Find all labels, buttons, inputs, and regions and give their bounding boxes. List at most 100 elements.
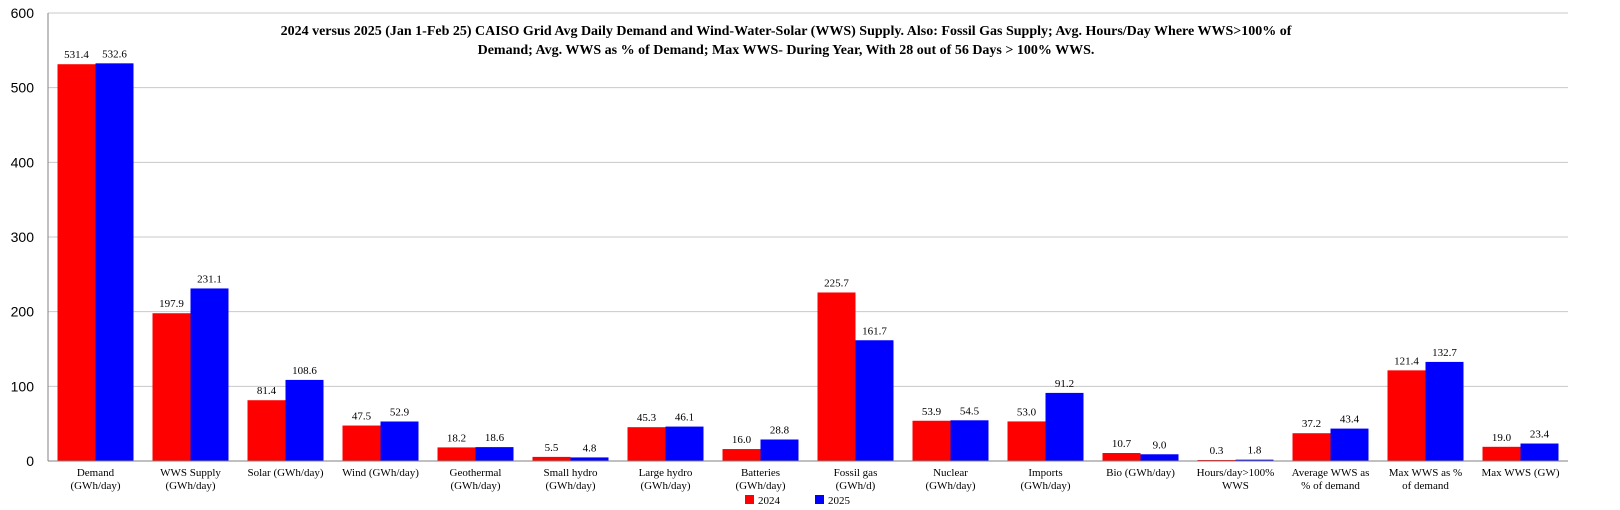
y-tick-label: 300 xyxy=(11,229,35,245)
legend: 2024 2025 xyxy=(745,495,851,507)
x-tick-label: WWS Supply xyxy=(160,467,221,479)
data-label: 28.8 xyxy=(770,424,790,436)
data-label: 10.7 xyxy=(1112,438,1132,450)
gridlines xyxy=(48,12,1568,387)
bar-2024 xyxy=(627,427,666,461)
data-label: 121.4 xyxy=(1394,355,1419,367)
legend-label: 2024 xyxy=(758,495,781,507)
bar-2025 xyxy=(1045,392,1084,461)
x-tick-label: Nuclear xyxy=(933,467,968,479)
x-tick-label: Geothermal xyxy=(450,467,502,479)
x-tick-label: Bio (GWh/day) xyxy=(1106,467,1175,479)
bar-2024 xyxy=(912,420,951,461)
bar-2024 xyxy=(817,292,856,461)
x-tick-label: Large hydro xyxy=(639,467,693,479)
x-tick-label: Average WWS as xyxy=(1292,467,1370,479)
x-tick-label: (GWh/day) xyxy=(545,480,595,492)
bar-2024 xyxy=(532,456,571,461)
y-tick-label: 500 xyxy=(11,80,35,96)
data-label: 47.5 xyxy=(352,411,372,423)
data-label: 18.6 xyxy=(485,432,505,444)
y-tick-label: 600 xyxy=(11,5,35,21)
bar-2025 xyxy=(475,447,514,461)
data-label: 53.0 xyxy=(1017,406,1037,418)
data-label: 0.3 xyxy=(1210,445,1224,457)
x-tick-label: of demand xyxy=(1402,480,1449,492)
y-tick-label: 400 xyxy=(11,154,35,170)
y-tick-label: 100 xyxy=(11,378,35,394)
data-label: 9.0 xyxy=(1153,439,1167,451)
data-label: 531.4 xyxy=(64,49,89,61)
data-label: 52.9 xyxy=(390,407,410,419)
data-label: 53.9 xyxy=(922,406,942,418)
bar-2025 xyxy=(1520,443,1559,461)
bar-2024 xyxy=(1387,370,1426,461)
bar-2024 xyxy=(57,64,96,461)
data-label: 45.3 xyxy=(637,412,657,424)
bar-2024 xyxy=(247,400,286,461)
data-label: 19.0 xyxy=(1492,432,1512,444)
data-label: 532.6 xyxy=(102,48,127,60)
x-tick-label: Wind (GWh/day) xyxy=(342,467,419,479)
data-label: 16.0 xyxy=(732,434,752,446)
x-tick-label: (GWh/d) xyxy=(836,480,876,492)
x-tick-label: (GWh/day) xyxy=(450,480,500,492)
y-tick-label: 200 xyxy=(11,304,35,320)
x-tick-label: (GWh/day) xyxy=(640,480,690,492)
data-label: 46.1 xyxy=(675,412,694,424)
data-label: 91.2 xyxy=(1055,378,1074,390)
data-label: 132.7 xyxy=(1432,347,1457,359)
chart-title-line: Demand; Avg. WWS as % of Demand; Max WWS… xyxy=(478,43,1095,58)
data-label: 161.7 xyxy=(862,325,887,337)
x-tick-label: Imports xyxy=(1028,467,1062,479)
x-tick-label: Demand xyxy=(77,467,115,479)
data-label: 1.8 xyxy=(1248,445,1262,457)
x-tick-label: % of demand xyxy=(1301,480,1360,492)
data-labels: 531.4 532.6 197.9 231.1 81.4 108.6 47.5 52.9 18.… xyxy=(64,48,1550,457)
bar-2025 xyxy=(95,63,134,462)
bar-2024 xyxy=(437,447,476,461)
bar-2025 xyxy=(190,288,229,461)
bars xyxy=(57,63,1559,462)
chart-title-line: 2024 versus 2025 (Jan 1-Feb 25) CAISO Gr… xyxy=(281,24,1292,39)
x-tick-label: Fossil gas xyxy=(834,467,878,479)
bar-2025 xyxy=(380,421,419,461)
data-label: 225.7 xyxy=(824,277,849,289)
data-label: 81.4 xyxy=(257,385,277,397)
data-label: 108.6 xyxy=(292,365,317,377)
bar-2025 xyxy=(1330,428,1369,461)
bar-2025 xyxy=(665,426,704,461)
legend-swatch xyxy=(745,495,754,504)
y-axis: 0 100 200 300 400 500 600 xyxy=(11,5,1568,469)
data-label: 54.5 xyxy=(960,405,980,417)
data-label: 43.4 xyxy=(1340,414,1360,426)
x-tick-label: Max WWS (GW) xyxy=(1482,467,1560,479)
data-label: 5.5 xyxy=(545,442,559,454)
x-tick-label: (GWh/day) xyxy=(165,480,215,492)
x-tick-label: (GWh/day) xyxy=(1020,480,1070,492)
y-tick-label: 0 xyxy=(26,453,34,469)
bar-2024 xyxy=(1482,446,1521,461)
x-tick-label: Solar (GWh/day) xyxy=(247,467,323,479)
bar-2024 xyxy=(722,449,761,461)
legend-swatch xyxy=(815,495,824,504)
bar-2025 xyxy=(1235,459,1274,461)
data-label: 231.1 xyxy=(197,273,222,285)
bar-2024 xyxy=(1007,421,1046,461)
bar-2024 xyxy=(342,425,381,461)
data-label: 4.8 xyxy=(583,442,597,454)
x-tick-label: Batteries xyxy=(741,467,780,479)
x-axis: Demand(GWh/day)WWS Supply(GWh/day)Solar … xyxy=(70,467,1559,492)
x-tick-label: (GWh/day) xyxy=(70,480,120,492)
bar-2025 xyxy=(855,340,894,461)
data-label: 37.2 xyxy=(1302,418,1321,430)
bar-2025 xyxy=(1140,454,1179,461)
bar-2024 xyxy=(1102,453,1141,461)
bar-2025 xyxy=(285,379,324,461)
bar-2025 xyxy=(1425,361,1464,461)
data-label: 18.2 xyxy=(447,432,466,444)
data-label: 197.9 xyxy=(159,298,184,310)
x-tick-label: Small hydro xyxy=(543,467,598,479)
bar-2024 xyxy=(152,313,191,461)
